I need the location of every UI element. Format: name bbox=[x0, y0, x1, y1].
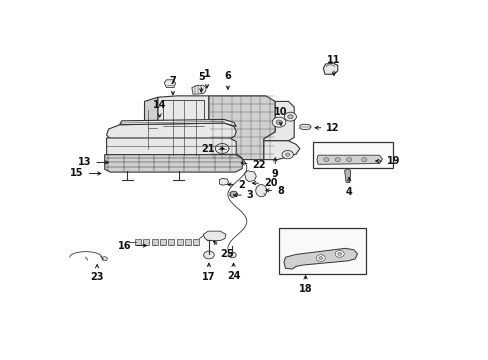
Circle shape bbox=[323, 158, 328, 162]
Polygon shape bbox=[299, 124, 311, 130]
Polygon shape bbox=[264, 102, 294, 141]
Text: 19: 19 bbox=[375, 156, 400, 166]
Text: 17: 17 bbox=[202, 263, 215, 282]
Text: 18: 18 bbox=[298, 276, 312, 294]
Text: 15: 15 bbox=[70, 168, 101, 179]
Text: 12: 12 bbox=[314, 123, 339, 133]
Text: 21: 21 bbox=[201, 144, 224, 153]
Polygon shape bbox=[344, 168, 350, 183]
Circle shape bbox=[337, 252, 341, 255]
Text: 9: 9 bbox=[271, 158, 278, 179]
Text: 10: 10 bbox=[274, 107, 287, 125]
Text: 22: 22 bbox=[241, 160, 265, 170]
Polygon shape bbox=[215, 144, 228, 153]
Text: 13: 13 bbox=[78, 157, 108, 167]
Text: 11: 11 bbox=[326, 55, 340, 76]
Polygon shape bbox=[102, 257, 107, 261]
Circle shape bbox=[275, 120, 282, 125]
Polygon shape bbox=[316, 155, 382, 164]
Polygon shape bbox=[158, 96, 208, 159]
Bar bbox=[279, 228, 366, 274]
Text: 20: 20 bbox=[252, 178, 277, 188]
Polygon shape bbox=[244, 171, 256, 182]
Circle shape bbox=[228, 252, 236, 258]
Bar bbox=[160, 239, 166, 245]
Bar bbox=[168, 239, 174, 245]
Polygon shape bbox=[284, 248, 357, 269]
Polygon shape bbox=[164, 80, 175, 87]
Bar bbox=[151, 239, 158, 245]
Text: 4: 4 bbox=[345, 177, 352, 197]
Circle shape bbox=[203, 251, 214, 259]
Circle shape bbox=[282, 150, 293, 159]
Text: 24: 24 bbox=[226, 263, 240, 281]
Circle shape bbox=[284, 112, 296, 121]
Polygon shape bbox=[208, 96, 275, 159]
Text: 6: 6 bbox=[224, 71, 231, 89]
Text: 2: 2 bbox=[227, 180, 245, 190]
Text: 8: 8 bbox=[265, 186, 284, 196]
Text: 7: 7 bbox=[169, 76, 176, 95]
Polygon shape bbox=[106, 123, 236, 139]
Circle shape bbox=[287, 115, 292, 118]
Polygon shape bbox=[255, 185, 266, 197]
Circle shape bbox=[285, 153, 289, 156]
Circle shape bbox=[316, 255, 325, 261]
Text: 23: 23 bbox=[90, 265, 103, 282]
Polygon shape bbox=[203, 231, 225, 240]
Bar bbox=[176, 239, 183, 245]
Circle shape bbox=[318, 257, 322, 260]
Text: 3: 3 bbox=[233, 190, 253, 200]
Bar bbox=[184, 239, 191, 245]
Text: 5: 5 bbox=[198, 72, 204, 92]
Polygon shape bbox=[104, 155, 242, 172]
Polygon shape bbox=[264, 141, 299, 159]
Polygon shape bbox=[323, 63, 337, 74]
Polygon shape bbox=[191, 85, 205, 94]
Text: 16: 16 bbox=[118, 240, 146, 251]
Polygon shape bbox=[106, 138, 236, 157]
Circle shape bbox=[346, 158, 351, 162]
Bar bbox=[193, 239, 199, 245]
Text: 25: 25 bbox=[213, 241, 233, 259]
Polygon shape bbox=[120, 120, 236, 126]
Circle shape bbox=[334, 158, 340, 162]
Text: 14: 14 bbox=[153, 100, 166, 117]
Bar bbox=[135, 239, 141, 245]
Polygon shape bbox=[144, 97, 158, 159]
Circle shape bbox=[272, 117, 285, 127]
Circle shape bbox=[334, 251, 344, 257]
Text: 1: 1 bbox=[203, 69, 210, 88]
Bar bbox=[312, 141, 392, 168]
Polygon shape bbox=[229, 191, 237, 198]
Polygon shape bbox=[219, 179, 228, 185]
Circle shape bbox=[361, 158, 366, 162]
Bar bbox=[143, 239, 149, 245]
